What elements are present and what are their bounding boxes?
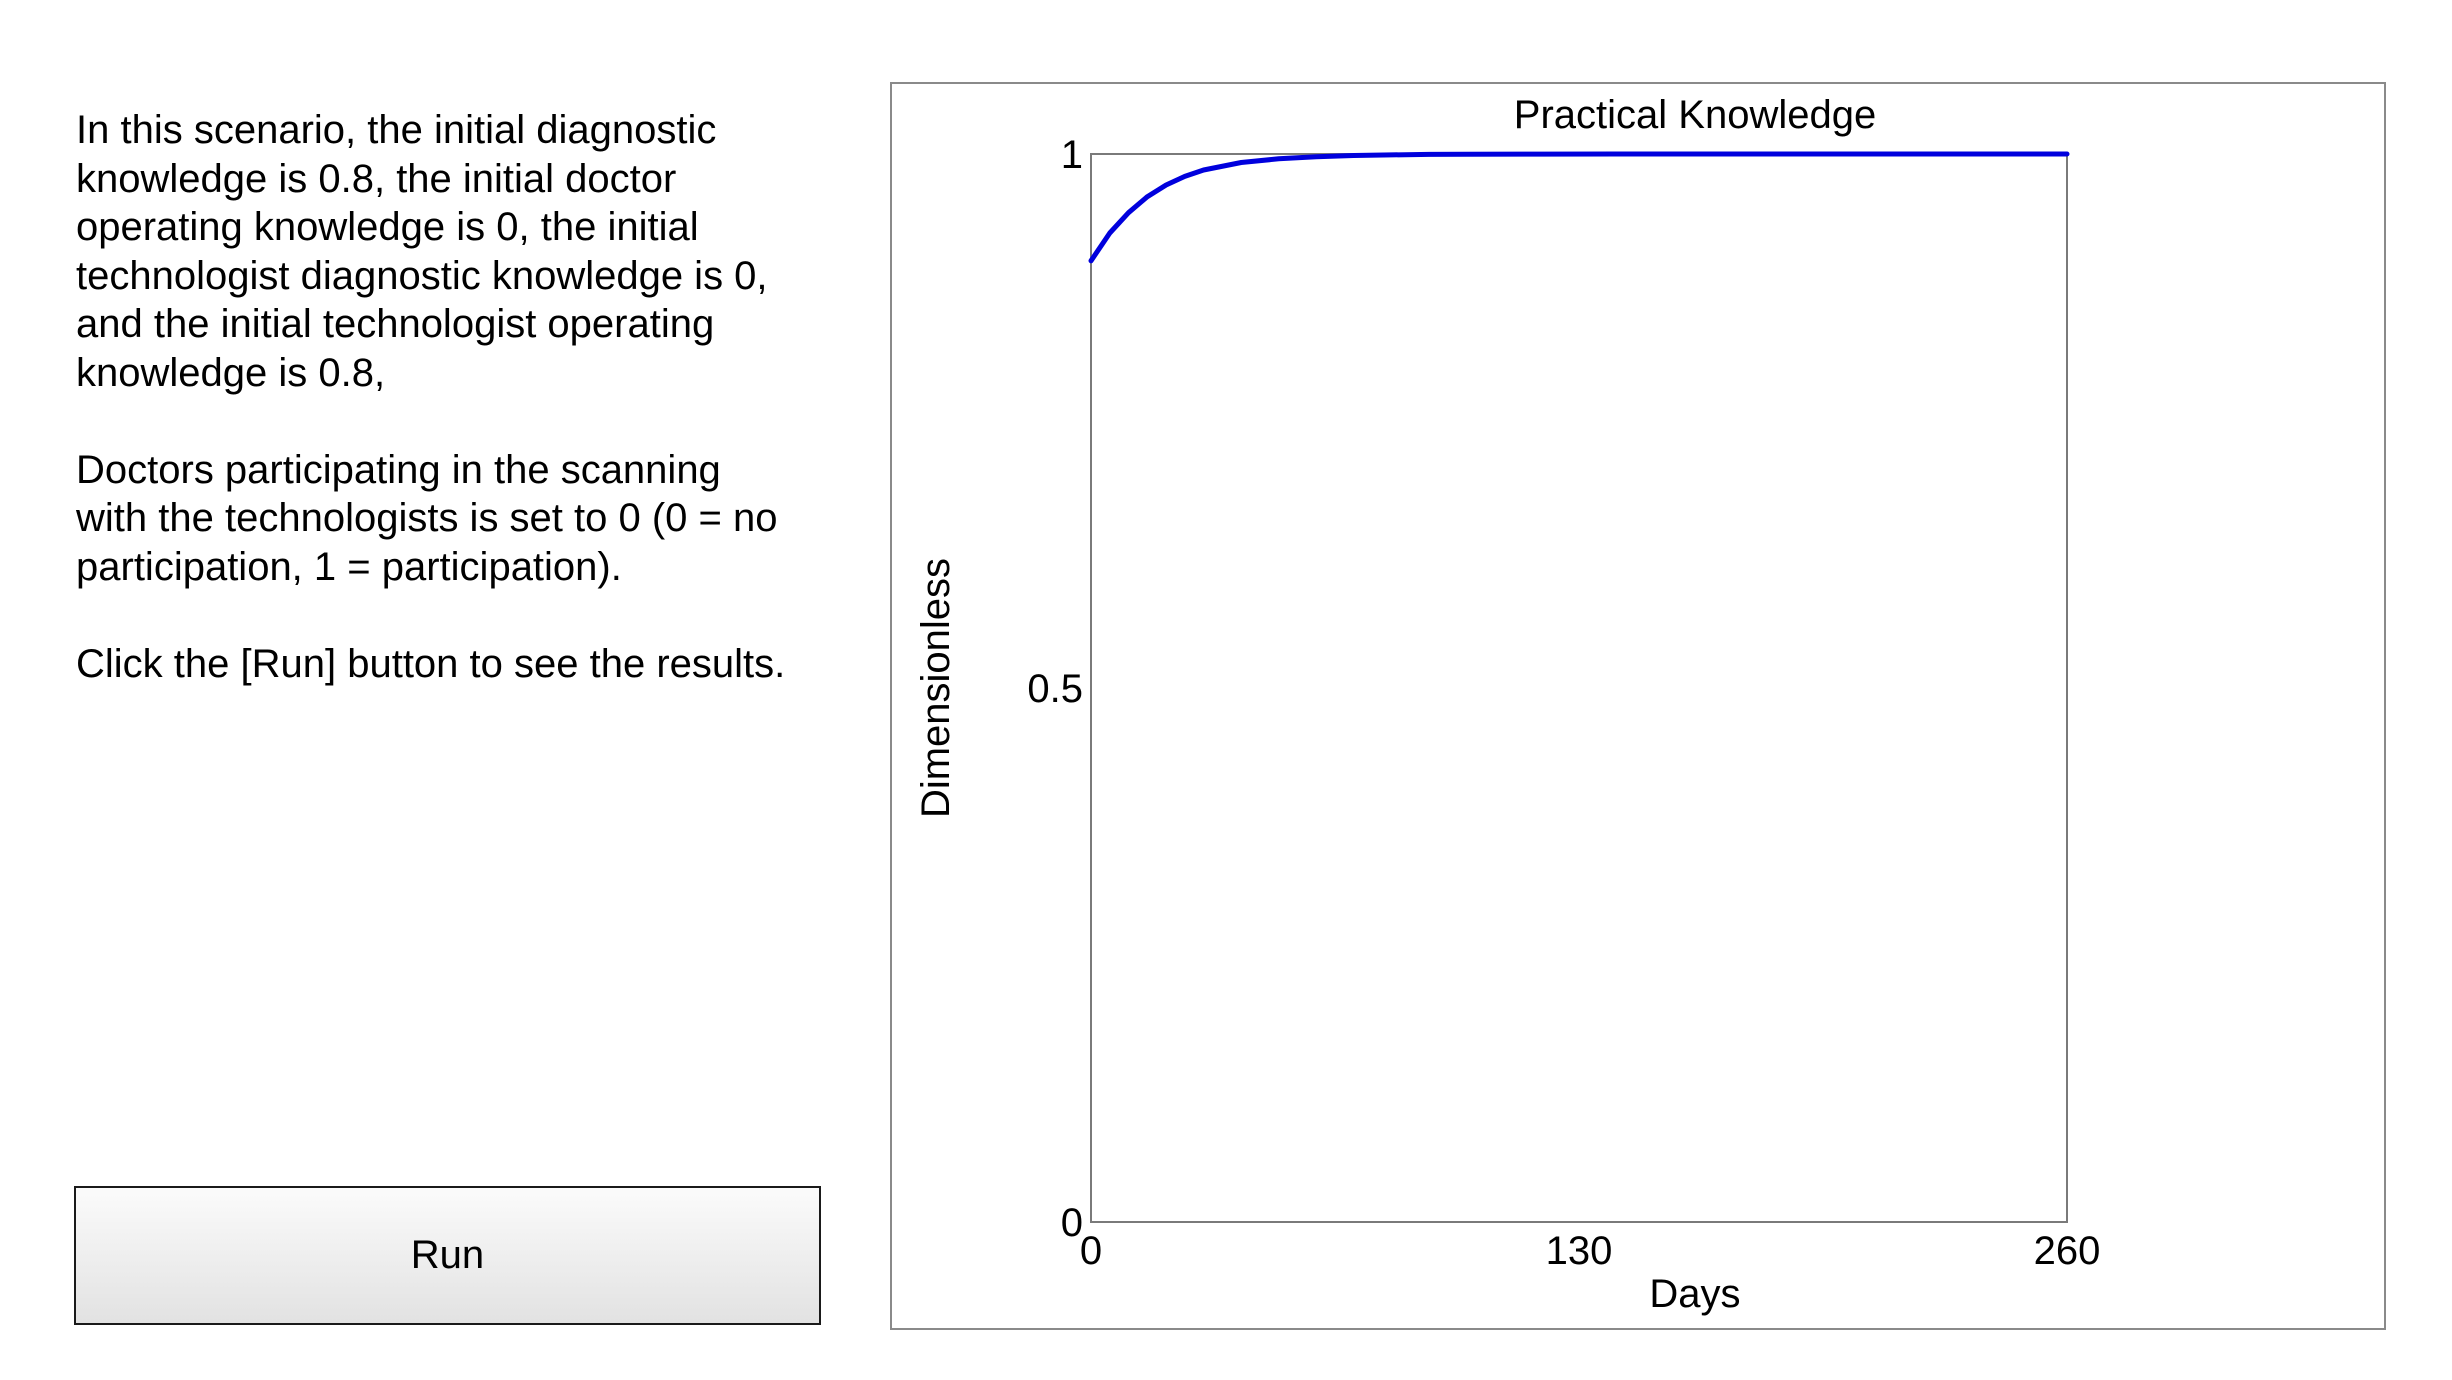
chart-title: Practical Knowledge bbox=[1514, 93, 1876, 137]
instructions-paragraph-1: In this scenario, the initial diagnostic… bbox=[76, 108, 768, 395]
plot-area bbox=[1090, 153, 2068, 1223]
instructions-paragraph-3: Click the [Run] button to see the result… bbox=[76, 641, 786, 686]
instructions-paragraph-2: Doctors participating in the scanning wi… bbox=[76, 447, 778, 589]
y-tick-label: 0 bbox=[1061, 1201, 1083, 1245]
x-tick-label: 130 bbox=[1546, 1229, 1613, 1273]
chart-panel: Practical Knowledge Dimensionless Days 0… bbox=[890, 82, 2386, 1330]
x-tick-label: 260 bbox=[2034, 1229, 2101, 1273]
practical-knowledge-chart: Practical Knowledge Dimensionless Days 0… bbox=[914, 93, 2101, 1316]
instructions-text: In this scenario, the initial diagnostic… bbox=[76, 106, 836, 737]
series-line bbox=[1088, 151, 2070, 264]
x-tick-label: 0 bbox=[1080, 1229, 1102, 1273]
run-button[interactable]: Run bbox=[74, 1186, 821, 1325]
y-axis-label: Dimensionless bbox=[914, 558, 958, 818]
y-tick-label: 0.5 bbox=[1027, 667, 1083, 711]
y-tick-label: 1 bbox=[1061, 133, 1083, 177]
x-axis-label: Days bbox=[1649, 1272, 1740, 1316]
